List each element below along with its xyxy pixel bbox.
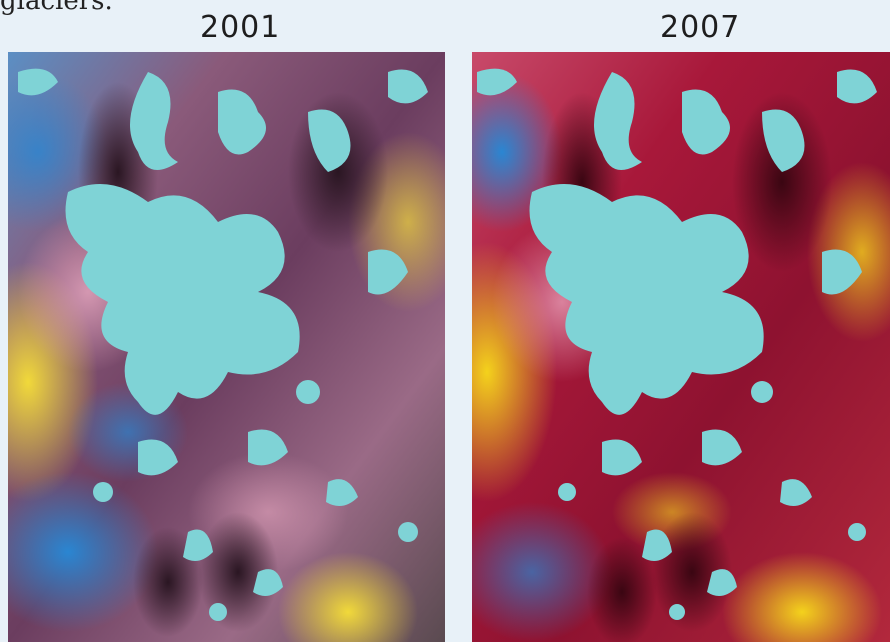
year-label-2001: 2001	[200, 10, 281, 45]
satellite-image-2007	[472, 52, 890, 642]
satellite-image-2001	[8, 52, 445, 642]
year-label-2007: 2007	[660, 10, 741, 45]
cropped-caption-text: glaciers.	[0, 0, 113, 16]
